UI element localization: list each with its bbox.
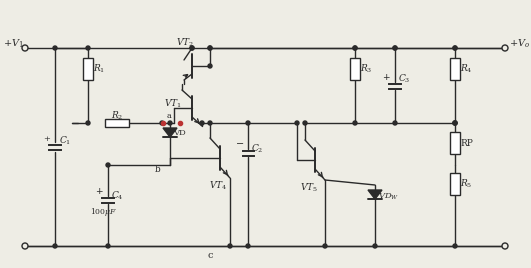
Text: $R_4$: $R_4$ [460,63,473,75]
Text: a: a [167,112,172,120]
Circle shape [168,121,172,125]
Circle shape [453,244,457,248]
Text: $VT_4$: $VT_4$ [209,180,227,192]
Circle shape [208,46,212,50]
Circle shape [106,163,110,167]
Text: $VT_1$: $VT_1$ [164,98,182,110]
Circle shape [228,244,232,248]
Circle shape [22,243,28,249]
Circle shape [353,46,357,50]
Circle shape [86,46,90,50]
Text: $R_1$: $R_1$ [93,63,105,75]
Bar [83,58,93,80]
Text: $R_5$: $R_5$ [460,178,473,190]
Circle shape [502,45,508,51]
Circle shape [393,46,397,50]
Circle shape [208,46,212,50]
Circle shape [353,46,357,50]
Circle shape [208,121,212,125]
Circle shape [373,244,377,248]
Circle shape [106,244,110,248]
Circle shape [160,121,164,125]
Text: $C_1$: $C_1$ [59,135,71,147]
Polygon shape [163,128,177,137]
Text: $+V_1$: $+V_1$ [3,38,24,50]
Text: $+V_o$: $+V_o$ [509,38,530,50]
Circle shape [295,121,299,125]
Circle shape [246,244,250,248]
Circle shape [393,121,397,125]
Text: $R_2$: $R_2$ [111,110,123,122]
Polygon shape [368,190,382,199]
Circle shape [53,46,57,50]
Text: c: c [207,251,213,260]
Text: $C_2$: $C_2$ [251,143,263,155]
Bar [450,132,460,154]
Circle shape [208,64,212,68]
Bar [350,58,360,80]
Text: −: − [236,140,244,150]
Text: +: + [96,188,103,196]
Text: VD: VD [173,129,186,137]
Text: $C_4$: $C_4$ [111,190,124,202]
Circle shape [453,121,457,125]
Circle shape [246,121,250,125]
Bar [450,173,460,195]
Circle shape [453,121,457,125]
Bar [105,119,129,127]
Text: $100\mu F$: $100\mu F$ [90,206,117,218]
Circle shape [502,243,508,249]
Circle shape [190,46,194,50]
Text: $VD_W$: $VD_W$ [378,192,399,202]
Circle shape [453,46,457,50]
Circle shape [22,45,28,51]
Circle shape [323,244,327,248]
Circle shape [303,121,307,125]
Circle shape [353,121,357,125]
Circle shape [86,121,90,125]
Circle shape [53,244,57,248]
Text: $R_3$: $R_3$ [360,63,372,75]
Text: b: b [155,166,161,174]
Circle shape [453,121,457,125]
Circle shape [393,46,397,50]
Text: +: + [382,73,390,81]
Text: +: + [43,135,50,143]
Text: $C_3$: $C_3$ [398,73,410,85]
Circle shape [190,46,194,50]
Bar [450,58,460,80]
Text: RP: RP [460,139,473,147]
Text: $VT_5$: $VT_5$ [300,182,318,194]
Circle shape [453,46,457,50]
Text: $VT_2$: $VT_2$ [176,37,194,49]
Circle shape [200,121,204,125]
